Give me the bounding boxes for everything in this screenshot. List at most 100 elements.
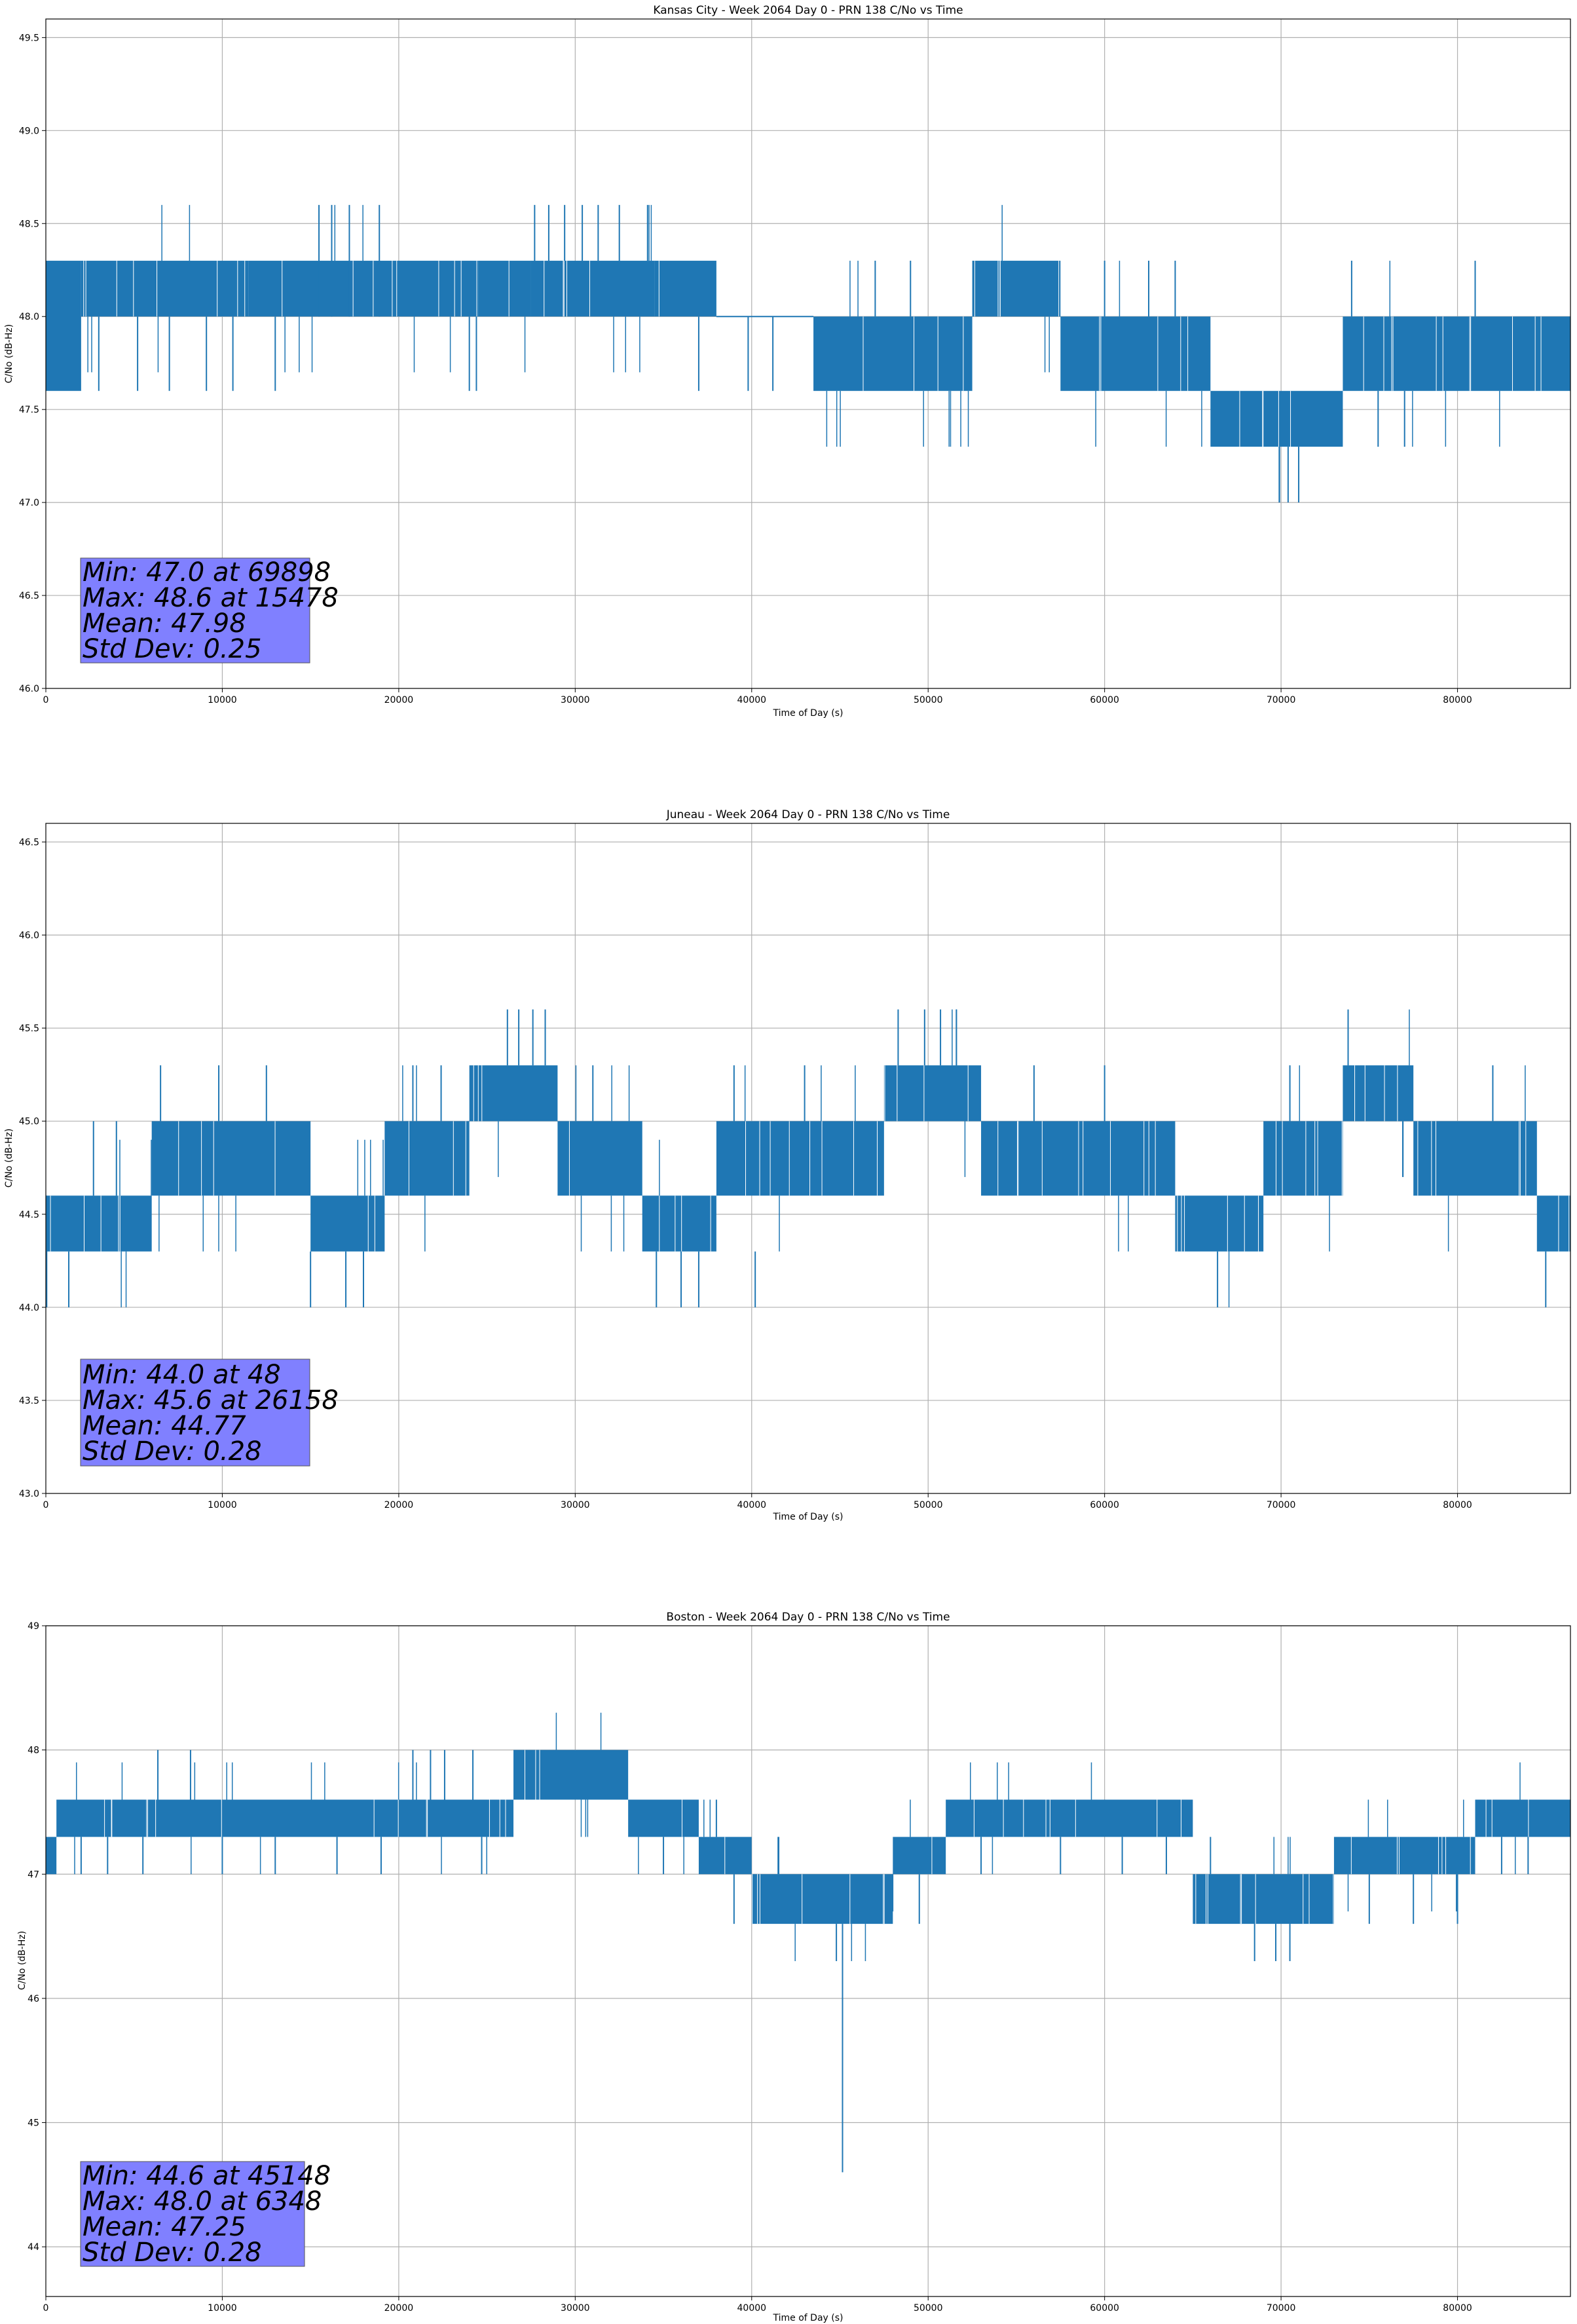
cno-band (46, 1195, 152, 1252)
stats-max: Max: 48.6 at 15478 (83, 583, 339, 613)
y-tick-label: 44.5 (19, 1210, 39, 1220)
stats-min: Min: 47.0 at 69898 (83, 557, 331, 588)
cno-band (530, 261, 655, 317)
chart-title: Juneau - Week 2064 Day 0 - PRN 138 C/No … (666, 808, 950, 821)
series-cno-line (46, 1712, 1570, 2173)
stats-text: Min: 47.0 at 69898 Max: 48.6 at 15478 Me… (83, 557, 339, 664)
stats-max: Max: 45.6 at 26158 (83, 1385, 339, 1415)
x-axis-label: Time of Day (s) (773, 1512, 844, 1522)
y-tick-label: 43.5 (19, 1396, 39, 1406)
x-tick-label: 60000 (1090, 1500, 1119, 1510)
y-axis-ticks: 46.0 46.5 47.0 47.5 48.0 48.5 49.0 49.5 (19, 33, 46, 694)
y-tick-label: 44 (28, 2242, 39, 2253)
stats-box (80, 557, 310, 664)
subplot-juneau: Juneau - Week 2064 Day 0 - PRN 138 C/No … (4, 808, 1571, 1522)
series-cno-line (46, 1009, 1570, 1307)
y-tick-label: 47.0 (19, 498, 39, 508)
x-tick-label: 80000 (1443, 695, 1472, 705)
y-axis-label: C/No (dB-Hz) (17, 1931, 28, 1990)
x-tick-label: 0 (43, 2303, 49, 2314)
y-tick-label: 45.0 (19, 1117, 39, 1127)
cno-band (893, 1837, 946, 1875)
plot-frame (45, 1625, 1571, 2297)
cno-band (1175, 1195, 1264, 1252)
cno-band (56, 1799, 399, 1837)
x-tick-label: 10000 (208, 695, 237, 705)
cno-band (972, 261, 1061, 317)
x-tick-label: 70000 (1267, 695, 1296, 705)
cno-band (1343, 1065, 1414, 1121)
y-tick-label: 44.0 (19, 1303, 39, 1313)
cno-band (813, 316, 973, 391)
y-tick-label: 43.0 (19, 1489, 39, 1499)
y-tick-label: 47.5 (19, 405, 39, 415)
x-tick-label: 0 (43, 1500, 49, 1510)
stats-std-dev: Std Dev: 0.28 (83, 1436, 262, 1467)
stats-mean: Mean: 47.98 (83, 609, 246, 639)
x-axis-label: Time of Day (s) (773, 708, 844, 719)
stats-min: Min: 44.0 at 48 (83, 1360, 281, 1390)
stats-std-dev: Std Dev: 0.25 (83, 634, 262, 664)
x-tick-label: 40000 (737, 1500, 767, 1510)
cno-band (398, 1799, 514, 1837)
y-tick-label: 49.5 (19, 33, 39, 43)
x-tick-label: 0 (43, 695, 49, 705)
subplot-kansas-city: Kansas City - Week 2064 Day 0 - PRN 138 … (4, 4, 1571, 719)
x-tick-label: 60000 (1090, 695, 1119, 705)
chart-title: Kansas City - Week 2064 Day 0 - PRN 138 … (653, 4, 963, 17)
y-tick-label: 46.5 (19, 591, 39, 601)
cno-band (946, 1799, 1193, 1837)
cno-band (1060, 316, 1211, 391)
x-tick-label: 70000 (1267, 1500, 1296, 1510)
x-tick-label: 50000 (914, 695, 943, 705)
y-tick-label: 45 (28, 2118, 39, 2129)
cno-band (151, 1121, 311, 1196)
cno-band (698, 1837, 752, 1875)
cno-band (716, 1121, 884, 1196)
x-tick-label: 70000 (1267, 2303, 1296, 2314)
cno-band (1536, 1195, 1570, 1252)
x-axis-ticks: 0 10000 20000 30000 40000 50000 60000 70000 8000… (43, 1493, 1472, 1510)
y-tick-label: 49.0 (19, 126, 39, 136)
x-tick-label: 40000 (737, 2303, 767, 2314)
stats-max: Max: 48.0 at 6348 (83, 2186, 322, 2217)
x-tick-label: 10000 (208, 2303, 237, 2314)
cno-band (46, 1837, 57, 1875)
stats-mean: Mean: 44.77 (83, 1411, 246, 1441)
cno-band (310, 1195, 385, 1252)
y-axis-label: C/No (dB-Hz) (4, 1129, 14, 1188)
chart-title: Boston - Week 2064 Day 0 - PRN 138 C/No … (666, 1611, 950, 1624)
cno-band (1343, 316, 1570, 391)
x-tick-label: 50000 (914, 2303, 943, 2314)
x-tick-label: 30000 (561, 2303, 590, 2314)
x-tick-label: 80000 (1443, 1500, 1472, 1510)
x-tick-label: 20000 (384, 1500, 414, 1510)
y-tick-label: 46.0 (19, 931, 39, 941)
y-tick-label: 48.5 (19, 219, 39, 229)
stats-box (80, 2161, 305, 2267)
x-tick-label: 30000 (561, 1500, 590, 1510)
stats-mean: Mean: 47.25 (83, 2212, 246, 2242)
cno-band (751, 1874, 893, 1924)
cno-band (513, 1750, 629, 1800)
x-tick-label: 80000 (1443, 2303, 1472, 2314)
stats-box (80, 1359, 310, 1467)
y-tick-label: 48.0 (19, 312, 39, 322)
y-tick-label: 48 (28, 1746, 39, 1756)
cno-band (248, 261, 479, 317)
stats-text: Min: 44.6 at 45148 Max: 48.0 at 6348 Mea… (83, 2161, 331, 2268)
cno-band (46, 261, 81, 391)
grid-lines (46, 1625, 1570, 2296)
cno-band (654, 261, 716, 317)
cno-band (1263, 1121, 1343, 1196)
x-tick-label: 50000 (914, 1500, 943, 1510)
cno-band (1210, 390, 1343, 447)
x-axis-label: Time of Day (s) (773, 2313, 844, 2323)
y-tick-label: 49 (28, 1621, 39, 1632)
y-axis-ticks: 43.0 43.5 44.0 44.5 45.0 45.5 46.0 46.5 (19, 837, 46, 1499)
subplot-boston: Boston - Week 2064 Day 0 - PRN 138 C/No … (17, 1611, 1571, 2323)
x-tick-label: 60000 (1090, 2303, 1119, 2314)
cno-band (1193, 1874, 1334, 1924)
x-tick-label: 10000 (208, 1500, 237, 1510)
